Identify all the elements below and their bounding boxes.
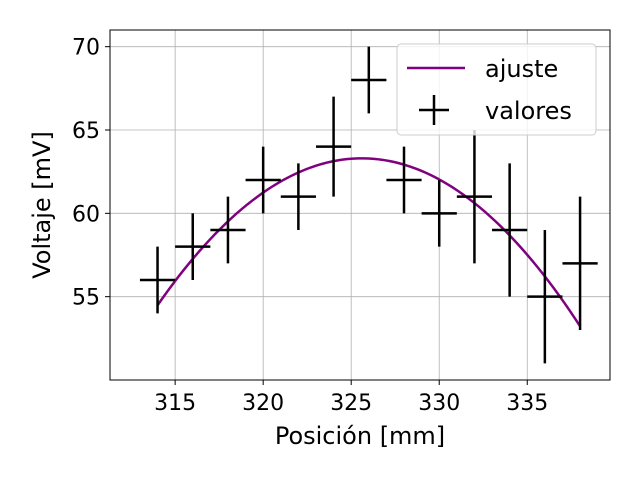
data-point — [421, 180, 457, 247]
x-axis-ticks: 315 320 325 330 335 — [154, 380, 548, 416]
y-tick-label: 70 — [72, 36, 100, 61]
x-axis-label: Posición [mm] — [275, 422, 445, 450]
data-point — [245, 146, 281, 214]
data-point — [280, 163, 316, 230]
x-tick-label: 315 — [154, 391, 196, 416]
y-tick-label: 55 — [72, 286, 100, 311]
data-point — [315, 96, 352, 197]
data-point — [492, 163, 528, 297]
y-axis-label: Voltaje [mV] — [28, 131, 56, 279]
legend: ajuste valores — [396, 43, 597, 136]
legend-valores-label: valores — [485, 97, 572, 125]
data-point — [351, 46, 387, 114]
x-tick-label: 320 — [242, 391, 284, 416]
data-point — [456, 130, 493, 264]
legend-valores-swatch — [419, 95, 449, 125]
y-tick-label: 60 — [72, 202, 100, 227]
data-point — [562, 196, 598, 330]
y-axis-ticks: 55 60 65 70 — [72, 36, 110, 311]
x-tick-label: 325 — [330, 391, 372, 416]
x-tick-label: 330 — [418, 391, 460, 416]
x-tick-label: 335 — [506, 391, 548, 416]
fit-curve — [156, 157, 582, 327]
data-point — [175, 213, 211, 280]
legend-ajuste-label: ajuste — [485, 55, 558, 83]
fit-curve-group — [156, 157, 582, 327]
data-point — [386, 146, 422, 214]
data-points-group — [139, 46, 598, 364]
plot-frame — [109, 29, 611, 381]
y-tick-label: 65 — [72, 119, 100, 144]
data-point — [139, 246, 176, 314]
data-point — [527, 230, 563, 364]
data-point — [210, 196, 246, 264]
